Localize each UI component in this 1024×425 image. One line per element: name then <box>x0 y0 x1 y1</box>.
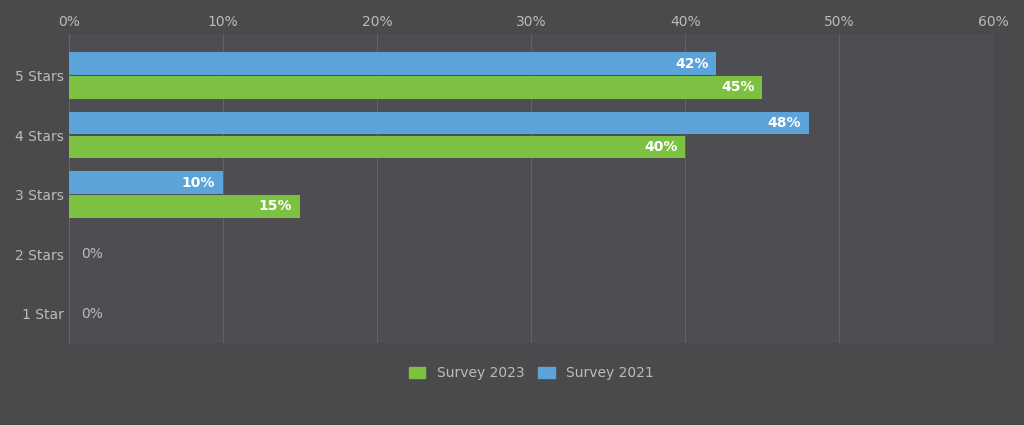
Text: 42%: 42% <box>675 57 709 71</box>
Text: 0%: 0% <box>81 306 103 320</box>
Text: 0%: 0% <box>81 247 103 261</box>
Bar <box>69 136 685 158</box>
Text: 40%: 40% <box>644 140 678 154</box>
Text: 15%: 15% <box>259 199 292 213</box>
Bar <box>69 52 716 75</box>
Bar <box>69 76 763 99</box>
Text: 48%: 48% <box>767 116 801 130</box>
Bar <box>69 171 223 194</box>
Bar <box>69 195 300 218</box>
Legend: Survey 2023, Survey 2021: Survey 2023, Survey 2021 <box>403 361 659 386</box>
Bar <box>69 112 809 134</box>
Text: 45%: 45% <box>721 80 755 94</box>
Text: 10%: 10% <box>182 176 215 190</box>
